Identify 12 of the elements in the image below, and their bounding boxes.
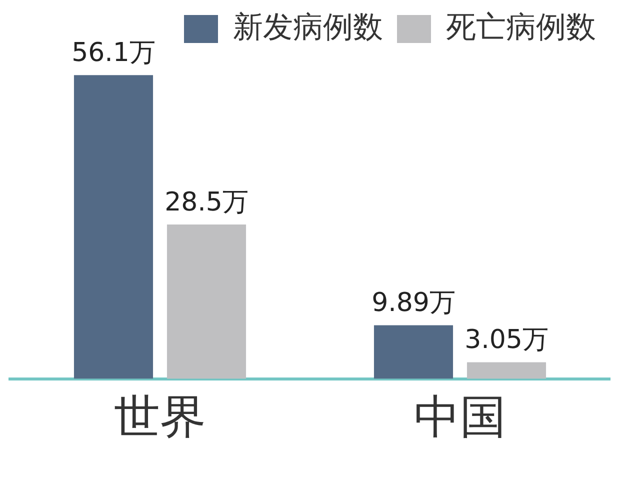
data-label: 28.5万 <box>164 187 248 218</box>
x-tick-label: 中国 <box>414 389 506 444</box>
bar <box>466 362 546 379</box>
legend-label: 新发病例数 <box>233 10 383 45</box>
legend-label: 死亡病例数 <box>446 10 596 45</box>
bar <box>74 75 154 379</box>
bar <box>166 224 246 379</box>
x-tick-label: 世界 <box>114 389 206 444</box>
data-label: 3.05万 <box>464 325 548 356</box>
bar <box>374 325 454 379</box>
data-label: 56.1万 <box>72 38 156 68</box>
data-label: 9.89万 <box>372 288 456 318</box>
